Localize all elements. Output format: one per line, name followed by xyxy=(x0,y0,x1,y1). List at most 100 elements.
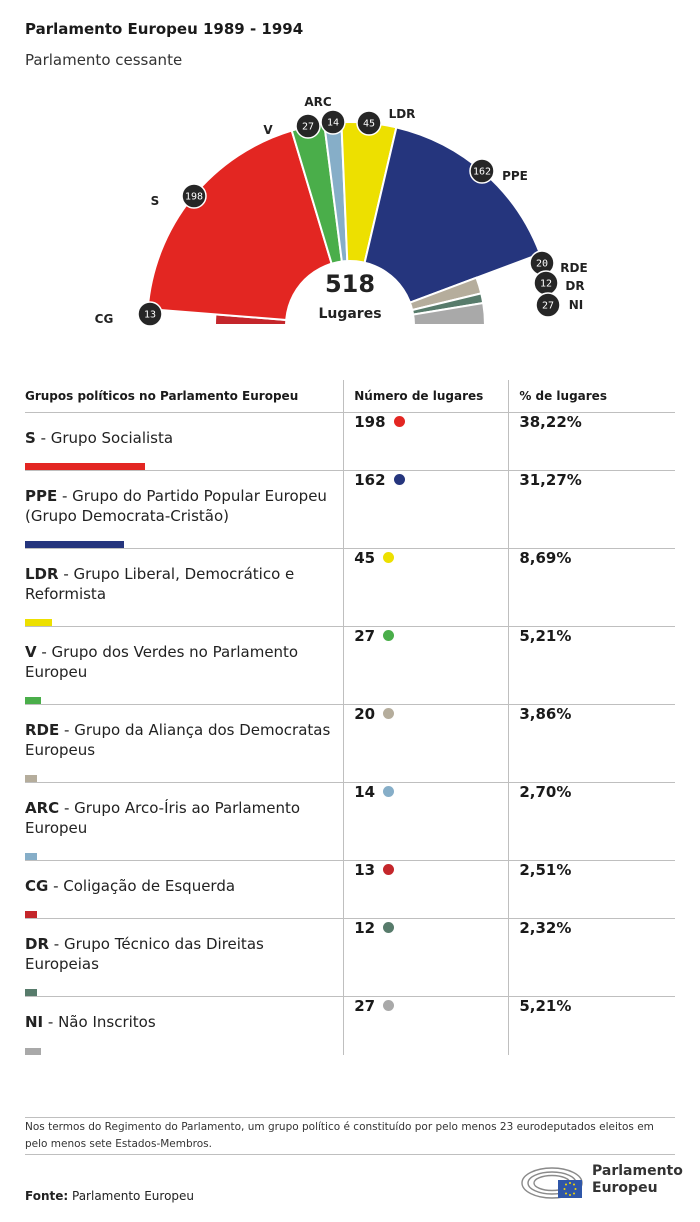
share-bar xyxy=(25,463,145,470)
group-name: NI - Não Inscritos xyxy=(25,1012,333,1032)
seats-value: 27 xyxy=(354,627,376,645)
percent-value: 2,32% xyxy=(519,919,572,937)
group-color-dot xyxy=(383,1000,395,1011)
group-abbr: RDE xyxy=(25,721,60,739)
group-color-dot xyxy=(383,708,395,719)
group-cell: DR - Grupo Técnico das Direitas Europeia… xyxy=(25,918,344,997)
group-color-dot xyxy=(393,474,405,485)
percent-cell: 31,27% xyxy=(508,470,675,549)
group-fullname: - Coligação de Esquerda xyxy=(48,877,236,895)
percent-cell: 38,22% xyxy=(508,412,675,471)
group-label-v: V xyxy=(263,123,273,137)
chart-title: Parlamento Europeu 1989 - 1994 xyxy=(25,20,304,38)
group-name: ARC - Grupo Arco-Íris ao Parlamento Euro… xyxy=(25,798,333,838)
group-fullname: - Grupo do Partido Popular Europeu (Grup… xyxy=(25,487,327,525)
footnote: Nos termos do Regimento do Parlamento, u… xyxy=(25,1121,654,1150)
source-value: Parlamento Europeu xyxy=(72,1189,195,1203)
seat-badge-ldr xyxy=(356,110,382,136)
group-name: V - Grupo dos Verdes no Parlamento Europ… xyxy=(25,642,333,682)
percent-value: 3,86% xyxy=(519,705,572,723)
seat-count-rde: 20 xyxy=(536,259,548,270)
group-name: CG - Coligação de Esquerda xyxy=(25,876,333,896)
group-name: DR - Grupo Técnico das Direitas Europeia… xyxy=(25,934,333,974)
percent-cell: 5,21% xyxy=(508,626,675,705)
group-abbr: CG xyxy=(25,877,49,895)
share-bar xyxy=(25,619,52,626)
table-row: S - Grupo Socialista 198 38,22% xyxy=(25,412,675,471)
group-abbr: S xyxy=(25,429,36,447)
group-name: LDR - Grupo Liberal, Democrático e Refor… xyxy=(25,564,333,604)
total-seats-label: Lugares xyxy=(318,306,381,322)
group-label-arc: ARC xyxy=(304,95,332,109)
seat-badge-cg xyxy=(137,301,163,327)
group-color-dot xyxy=(393,416,405,427)
group-fullname: - Grupo Técnico das Direitas Europeias xyxy=(25,935,264,973)
group-fullname: - Grupo dos Verdes no Parlamento Europeu xyxy=(25,643,299,681)
source-credit: Fonte: Parlamento Europeu xyxy=(25,1189,194,1203)
seats-cell: 14 xyxy=(343,782,509,861)
header-seats: Número de lugares xyxy=(343,380,509,413)
logo-line-2: Europeu xyxy=(592,1180,658,1196)
group-cell: S - Grupo Socialista xyxy=(25,412,344,471)
group-cell: V - Grupo dos Verdes no Parlamento Europ… xyxy=(25,626,344,705)
total-seats-value: 518 xyxy=(325,270,375,298)
seat-count-v: 27 xyxy=(302,122,314,133)
share-bar xyxy=(25,697,41,704)
table-row: RDE - Grupo da Aliança dos Democratas Eu… xyxy=(25,704,675,783)
percent-value: 31,27% xyxy=(519,471,582,489)
header-groups: Grupos políticos no Parlamento Europeu xyxy=(25,380,344,413)
seat-badge-ppe xyxy=(469,158,495,184)
seats-cell: 45 xyxy=(343,548,509,627)
seat-badge-s xyxy=(181,183,207,209)
seats-value: 12 xyxy=(354,919,376,937)
seat-count-ldr: 45 xyxy=(363,119,375,130)
group-color-dot xyxy=(383,630,395,641)
percent-value: 5,21% xyxy=(519,627,572,645)
group-cell: ARC - Grupo Arco-Íris ao Parlamento Euro… xyxy=(25,782,344,861)
share-bar xyxy=(25,1047,41,1055)
seats-cell: 27 xyxy=(343,996,509,1055)
percent-cell: 5,21% xyxy=(508,996,675,1055)
group-label-cg: CG xyxy=(95,312,114,326)
percent-cell: 8,69% xyxy=(508,548,675,627)
logo-line-1: Parlamento xyxy=(592,1163,683,1179)
seats-cell: 162 xyxy=(343,470,509,549)
table-row: NI - Não Inscritos 27 5,21% xyxy=(25,996,675,1055)
percent-value: 38,22% xyxy=(519,413,582,431)
seat-count-dr: 12 xyxy=(540,279,552,290)
seats-table: Grupos políticos no Parlamento Europeu N… xyxy=(25,380,675,1055)
group-fullname: - Não Inscritos xyxy=(43,1013,156,1031)
seats-cell: 13 xyxy=(343,860,509,919)
group-label-ppe: PPE xyxy=(502,169,528,183)
table-row: DR - Grupo Técnico das Direitas Europeia… xyxy=(25,918,675,997)
group-abbr: LDR xyxy=(25,565,59,583)
group-color-dot xyxy=(383,922,395,933)
seats-cell: 198 xyxy=(343,412,509,471)
header-percent: % de lugares xyxy=(508,380,675,413)
group-name: S - Grupo Socialista xyxy=(25,428,333,448)
source-label: Fonte: xyxy=(25,1189,69,1203)
group-fullname: - Grupo Socialista xyxy=(35,429,174,447)
group-fullname: - Grupo Liberal, Democrático e Reformist… xyxy=(25,565,295,603)
group-cell: LDR - Grupo Liberal, Democrático e Refor… xyxy=(25,548,344,627)
group-abbr: V xyxy=(25,643,37,661)
percent-cell: 2,70% xyxy=(508,782,675,861)
group-name: PPE - Grupo do Partido Popular Europeu (… xyxy=(25,486,333,526)
european-parliament-logo: Parlamento Europeu xyxy=(520,1163,683,1203)
group-cell: NI - Não Inscritos xyxy=(25,997,344,1055)
share-bar xyxy=(25,541,124,548)
seat-count-s: 198 xyxy=(185,192,203,203)
table-row: LDR - Grupo Liberal, Democrático e Refor… xyxy=(25,548,675,627)
group-label-ni: NI xyxy=(569,298,584,312)
group-label-s: S xyxy=(151,194,160,208)
group-label-ldr: LDR xyxy=(389,107,416,121)
group-name: RDE - Grupo da Aliança dos Democratas Eu… xyxy=(25,720,333,760)
percent-value: 2,70% xyxy=(519,783,572,801)
table-row: V - Grupo dos Verdes no Parlamento Europ… xyxy=(25,626,675,705)
table-row: PPE - Grupo do Partido Popular Europeu (… xyxy=(25,470,675,549)
seat-count-arc: 14 xyxy=(327,118,339,129)
logo-wordmark: Parlamento Europeu xyxy=(592,1163,683,1197)
seats-value: 162 xyxy=(354,471,386,489)
group-color-dot xyxy=(383,552,395,563)
percent-cell: 3,86% xyxy=(508,704,675,783)
